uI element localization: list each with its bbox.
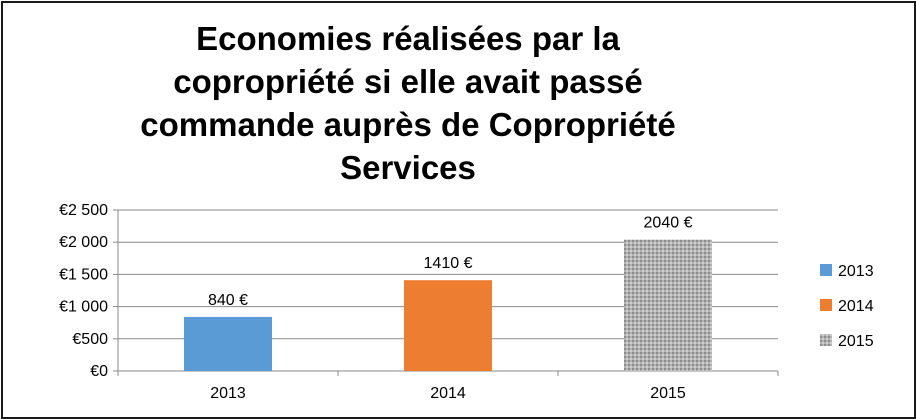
data-label-2015: 2040 € bbox=[644, 215, 693, 232]
y-tick-label: €0 bbox=[90, 363, 108, 380]
y-tick-label: €1 000 bbox=[59, 299, 108, 316]
data-label-2013: 840 € bbox=[208, 292, 248, 309]
legend-swatch-2013 bbox=[820, 264, 832, 276]
chart-title: Economies réalisées par la copropriété s… bbox=[83, 17, 733, 189]
chart-title-line: Economies réalisées par la bbox=[196, 20, 620, 57]
chart-title-line: Services bbox=[340, 149, 476, 186]
bar-2015 bbox=[624, 239, 712, 371]
legend-swatch-2014 bbox=[820, 299, 832, 311]
legend-label-2015: 2015 bbox=[838, 333, 874, 350]
data-labels: 840 € 1410 € 2040 € bbox=[208, 215, 693, 309]
x-tick-label-2014: 2014 bbox=[430, 385, 466, 402]
data-label-2014: 1410 € bbox=[424, 255, 473, 272]
bar-2013 bbox=[184, 316, 272, 371]
bar-2014 bbox=[404, 280, 492, 371]
y-tick-label: €2 500 bbox=[59, 202, 108, 219]
legend: 2013 2014 2015 bbox=[820, 263, 874, 350]
legend-label-2014: 2014 bbox=[838, 298, 874, 315]
legend-swatch-2015 bbox=[820, 334, 832, 346]
legend-label-2013: 2013 bbox=[838, 263, 874, 280]
y-tick-label: €2 000 bbox=[59, 234, 108, 251]
chart-title-line: copropriété si elle avait passé bbox=[173, 63, 643, 100]
y-tick-label: €1 500 bbox=[59, 266, 108, 283]
x-tick-label-2015: 2015 bbox=[650, 385, 686, 402]
chart-title-line: commande auprès de Copropriété bbox=[140, 106, 676, 143]
bars bbox=[184, 239, 712, 371]
y-tick-label: €500 bbox=[72, 331, 108, 348]
x-tick-label-2013: 2013 bbox=[210, 385, 246, 402]
